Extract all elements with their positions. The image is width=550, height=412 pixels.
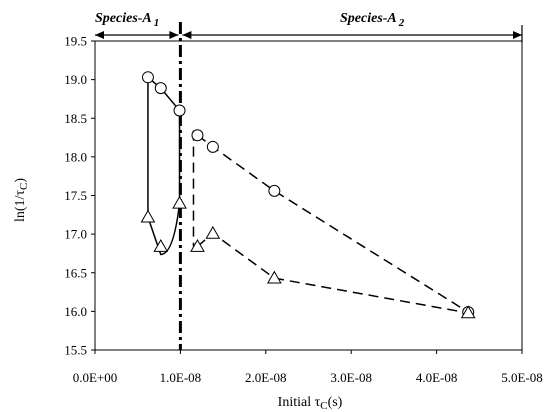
- region-arrow-head-left: [182, 31, 192, 39]
- y-tick-label: 19.0: [64, 72, 87, 87]
- circle-point: [173, 104, 186, 117]
- y-tick-label: 17.5: [64, 188, 87, 203]
- data-markers: [140, 71, 476, 319]
- species-regions: Species-A 1 Species-A 2: [95, 11, 523, 43]
- y-tick-label: 16.0: [64, 304, 87, 319]
- region-arrow-head-right: [513, 31, 522, 39]
- triangle-point: [172, 195, 187, 209]
- x-tick-label: 2.0E-08: [245, 370, 287, 385]
- circle-point: [268, 184, 281, 197]
- triangle-point: [266, 270, 282, 284]
- x-tick-label: 0.0E+00: [73, 370, 118, 385]
- fit-curves: [147, 75, 469, 314]
- x-axis-label: Initial τC(s): [278, 395, 343, 412]
- y-tick-label: 15.5: [64, 343, 87, 358]
- region-arrow-head-left: [95, 31, 104, 39]
- circle-point: [206, 140, 219, 153]
- tick-labels: 0.0E+00 1.0E-08 2.0E-08 3.0E-08 4.0E-08 5.0E-…: [64, 34, 543, 386]
- triangle-point: [205, 225, 221, 239]
- x-tick-label: 5.0E-08: [501, 370, 543, 385]
- region-arrow-head-right: [169, 31, 179, 39]
- region-label: Species-A 1: [95, 11, 159, 29]
- triangle-point: [153, 238, 169, 252]
- triangle-point: [460, 305, 476, 319]
- circle-point: [154, 82, 167, 95]
- x-tick-label: 1.0E-08: [160, 370, 202, 385]
- plot-frame: [91, 40, 523, 354]
- circle-point: [141, 71, 154, 84]
- y-tick-label: 18.0: [64, 149, 87, 164]
- y-tick-label: 16.5: [64, 265, 87, 280]
- species-a1-loop: [147, 75, 181, 256]
- y-tick-label: 18.5: [64, 111, 87, 126]
- species-a2-circle-curve: [197, 134, 469, 313]
- species-a2-triangle-curve: [196, 232, 469, 314]
- triangle-point: [190, 238, 205, 252]
- y-tick-label: 19.5: [64, 34, 87, 49]
- y-axis-label: ln(1/τC): [13, 178, 30, 222]
- x-tick-label: 4.0E-08: [416, 370, 458, 385]
- triangle-point: [140, 209, 156, 223]
- x-tick-label: 3.0E-08: [330, 370, 372, 385]
- y-tick-label: 17.0: [64, 227, 87, 242]
- circle-point: [191, 129, 204, 142]
- region-label: Species-A 2: [340, 11, 405, 29]
